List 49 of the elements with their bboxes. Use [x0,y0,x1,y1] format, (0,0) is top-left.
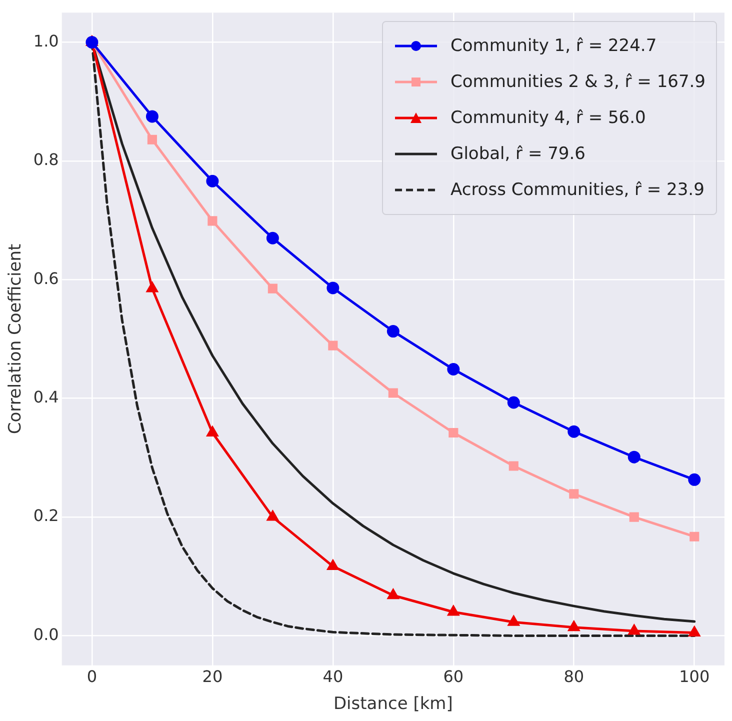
point [206,426,218,437]
point [206,174,219,188]
point [628,450,640,464]
point [327,560,339,570]
y-axis-title: Correlation Coefficient [6,244,26,434]
point [508,616,520,626]
y-tick-label: 1.0 [33,31,59,50]
y-tick-label: 0.0 [33,624,59,644]
legend-label: Across Communities, r̂ = 23.9 [450,180,704,200]
y-tick-label: 0.4 [33,388,59,406]
x-tick-label: 20 [202,667,223,686]
point [688,473,701,486]
point [508,461,518,471]
x-tick-label: 40 [322,667,344,686]
y-tick-label: 0.8 [33,150,59,170]
y-tick-label: 0.2 [33,506,59,526]
point [448,606,459,616]
point [569,489,579,499]
point [507,396,520,409]
point [688,626,700,637]
point [267,510,278,521]
point [328,340,338,350]
y-tick-label: 0.6 [33,268,59,288]
point [568,425,580,438]
point [147,134,157,144]
point [629,512,639,522]
x-tick-label: 0 [86,667,98,686]
point [568,621,580,632]
point [690,532,700,542]
point [146,110,158,123]
legend-label: Community 1, r̂ = 224.7 [450,36,657,56]
point [266,232,279,244]
point [628,624,640,635]
x-tick-label: 60 [443,667,464,686]
legend-label: Communities 2 & 3, r̂ = 167.9 [450,72,706,92]
point [208,216,218,226]
point [448,428,458,438]
point [388,589,399,600]
legend-label: Community 4, r̂ = 56.0 [450,108,646,128]
point [268,284,278,294]
legend-label: Global, r̂ = 79.6 [450,144,586,164]
point [326,282,340,294]
x-tick-label: 80 [564,667,584,686]
x-tick-label: 100 [679,667,710,686]
point [146,282,158,292]
x-axis-title: Distance [km] [333,694,453,714]
point [388,388,398,398]
point [386,325,400,338]
point [447,363,460,376]
